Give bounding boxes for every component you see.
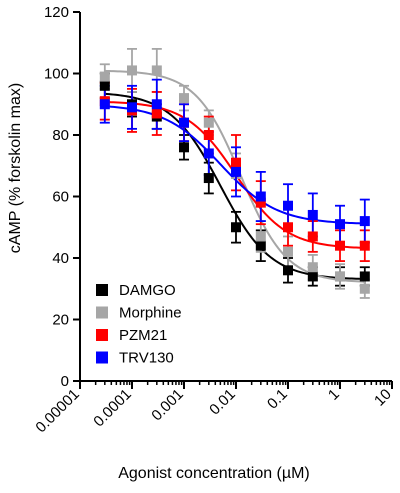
legend: DAMGO Morphine PZM21 TRV130 (96, 282, 182, 367)
data-point-damgo (179, 142, 189, 153)
fit-curve-trv130 (104, 105, 365, 225)
data-point-pzm21 (255, 197, 266, 208)
data-point-trv130 (99, 99, 110, 110)
data-point-trv130 (151, 99, 162, 110)
data-point-pzm21 (203, 130, 214, 140)
y-tick-label: 80 (52, 127, 69, 144)
legend-label: Morphine (119, 305, 182, 322)
y-tick-label: 120 (44, 4, 69, 21)
data-point-trv130 (283, 200, 293, 211)
x-axis-title: Agonist concentration (µM) (118, 465, 310, 482)
y-axis-title: cAMP (% forskolin max) (7, 83, 24, 253)
data-point-morphine (203, 117, 214, 128)
data-point-damgo (283, 265, 293, 276)
data-point-morphine (335, 271, 345, 282)
data-point-morphine (283, 246, 293, 257)
y-tick-label: 40 (52, 250, 69, 267)
data-point-pzm21 (231, 157, 241, 168)
data-point-trv130 (255, 191, 266, 202)
data-point-morphine (307, 262, 318, 273)
data-point-morphine (255, 231, 266, 242)
data-point-trv130 (335, 219, 345, 230)
data-point-damgo (99, 80, 110, 91)
x-tick-label: 0.0001 (90, 386, 134, 430)
x-tick-label: 10 (371, 386, 395, 410)
legend-swatch (96, 284, 108, 296)
legend-swatch (96, 329, 108, 341)
data-point-pzm21 (335, 240, 345, 251)
legend-swatch (96, 306, 108, 319)
data-point-damgo (203, 173, 214, 184)
x-tick-label: 0.00001 (32, 386, 82, 436)
data-point-pzm21 (307, 231, 318, 242)
data-point-trv130 (359, 216, 370, 227)
data-point-trv130 (307, 209, 318, 220)
x-tick-label: 0.001 (148, 386, 187, 425)
data-point-pzm21 (151, 108, 162, 119)
data-point-morphine (151, 65, 162, 76)
x-tick-label: 0.01 (206, 386, 239, 419)
legend-label: PZM21 (119, 327, 167, 344)
x-axis: 0.00001 0.0001 0.001 0.01 0.1 1 10 (32, 380, 395, 436)
data-point-damgo (307, 271, 318, 282)
legend-label: TRV130 (119, 350, 174, 367)
legend-swatch (96, 351, 108, 364)
data-point-damgo (231, 222, 241, 233)
data-point-trv130 (179, 117, 189, 128)
data-point-damgo (359, 271, 370, 282)
data-point-morphine (359, 283, 370, 294)
y-tick-label: 20 (52, 312, 69, 329)
data-point-trv130 (203, 148, 214, 159)
data-points (99, 65, 370, 294)
data-point-trv130 (231, 166, 241, 177)
y-tick-label: 60 (52, 189, 69, 206)
x-tick-label: 0.1 (264, 386, 291, 413)
data-point-trv130 (127, 102, 137, 113)
y-tick-label: 100 (44, 66, 69, 83)
data-point-pzm21 (283, 222, 293, 233)
data-point-morphine (99, 71, 110, 82)
data-point-morphine (179, 93, 189, 104)
legend-label: DAMGO (119, 282, 176, 299)
data-point-pzm21 (359, 240, 370, 251)
y-tick-label: 0 (61, 373, 69, 390)
fit-curve-damgo (104, 92, 365, 280)
data-point-morphine (127, 65, 137, 76)
y-axis: 0 20 40 60 80 100 120 (44, 4, 81, 390)
data-point-damgo (255, 240, 266, 251)
